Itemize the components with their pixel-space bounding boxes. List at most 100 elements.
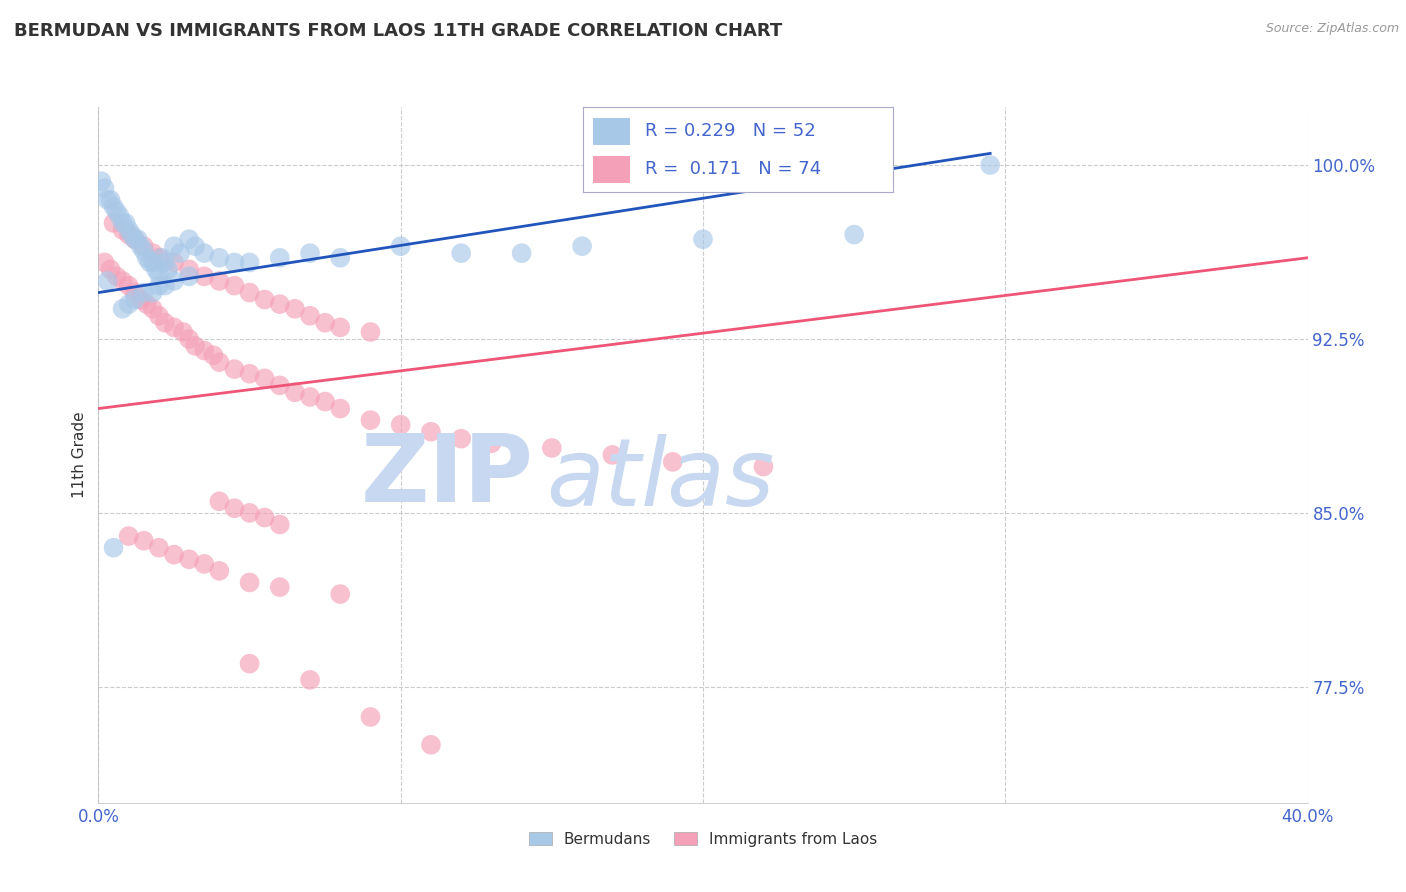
Point — [193, 269, 215, 284]
Point — [148, 251, 170, 265]
Point — [481, 436, 503, 450]
Point — [844, 227, 866, 242]
Point — [177, 232, 201, 246]
Point — [329, 320, 352, 334]
Point — [269, 378, 291, 392]
Point — [450, 432, 472, 446]
Point — [96, 274, 118, 288]
Point — [93, 181, 115, 195]
Point — [169, 246, 191, 260]
Point — [124, 232, 146, 246]
Text: Source: ZipAtlas.com: Source: ZipAtlas.com — [1265, 22, 1399, 36]
Point — [118, 297, 141, 311]
Point — [132, 285, 155, 300]
Point — [239, 657, 262, 671]
Point — [284, 385, 307, 400]
Point — [142, 301, 165, 316]
Point — [103, 216, 125, 230]
Point — [329, 251, 352, 265]
Point — [193, 343, 215, 358]
Point — [661, 455, 683, 469]
Point — [253, 371, 276, 385]
Point — [208, 251, 231, 265]
Point — [239, 255, 262, 269]
Point — [239, 285, 262, 300]
Point — [111, 274, 134, 288]
Point — [148, 541, 170, 555]
Point — [163, 320, 186, 334]
Point — [118, 529, 141, 543]
Point — [208, 355, 231, 369]
Point — [100, 193, 122, 207]
Point — [979, 158, 1001, 172]
Point — [145, 262, 167, 277]
Point — [132, 239, 155, 253]
Point — [602, 448, 624, 462]
Point — [193, 557, 215, 571]
Point — [111, 301, 134, 316]
Point — [111, 216, 134, 230]
Point — [153, 316, 176, 330]
Point — [224, 255, 246, 269]
Point — [90, 174, 112, 188]
Point — [124, 285, 146, 300]
Point — [224, 501, 246, 516]
Text: R = 0.229   N = 52: R = 0.229 N = 52 — [645, 122, 815, 140]
Point — [105, 269, 128, 284]
Legend: Bermudans, Immigrants from Laos: Bermudans, Immigrants from Laos — [522, 824, 884, 855]
Point — [299, 390, 322, 404]
Point — [269, 297, 291, 311]
Point — [177, 262, 201, 277]
Point — [269, 580, 291, 594]
Point — [360, 413, 382, 427]
Point — [329, 401, 352, 416]
Point — [103, 541, 125, 555]
Point — [148, 267, 170, 281]
Point — [184, 339, 207, 353]
Point — [148, 278, 170, 293]
Point — [132, 533, 155, 548]
Point — [389, 417, 412, 432]
Point — [193, 246, 215, 260]
Point — [132, 244, 155, 258]
Point — [118, 278, 141, 293]
Point — [148, 309, 170, 323]
Point — [239, 506, 262, 520]
Point — [314, 316, 336, 330]
Point — [135, 251, 157, 265]
Point — [419, 738, 441, 752]
Point — [329, 587, 352, 601]
Point — [127, 232, 149, 246]
Point — [153, 255, 176, 269]
Point — [540, 441, 562, 455]
Point — [177, 332, 201, 346]
Text: BERMUDAN VS IMMIGRANTS FROM LAOS 11TH GRADE CORRELATION CHART: BERMUDAN VS IMMIGRANTS FROM LAOS 11TH GR… — [14, 22, 782, 40]
Point — [135, 297, 157, 311]
Point — [142, 246, 165, 260]
Point — [360, 710, 382, 724]
Point — [752, 459, 775, 474]
Point — [111, 223, 134, 237]
Point — [103, 200, 125, 214]
Point — [253, 293, 276, 307]
Point — [129, 239, 152, 253]
Point — [172, 325, 194, 339]
Point — [224, 278, 246, 293]
Point — [202, 348, 225, 362]
Point — [314, 394, 336, 409]
Point — [510, 246, 533, 260]
Point — [129, 293, 152, 307]
FancyBboxPatch shape — [593, 118, 630, 145]
Point — [253, 510, 276, 524]
FancyBboxPatch shape — [593, 156, 630, 183]
Point — [163, 239, 186, 253]
Point — [389, 239, 412, 253]
Point — [419, 425, 441, 439]
Point — [153, 278, 176, 293]
Point — [571, 239, 593, 253]
Text: R =  0.171   N = 74: R = 0.171 N = 74 — [645, 160, 821, 178]
Point — [299, 309, 322, 323]
Text: ZIP: ZIP — [361, 430, 534, 522]
Point — [105, 204, 128, 219]
Point — [208, 274, 231, 288]
